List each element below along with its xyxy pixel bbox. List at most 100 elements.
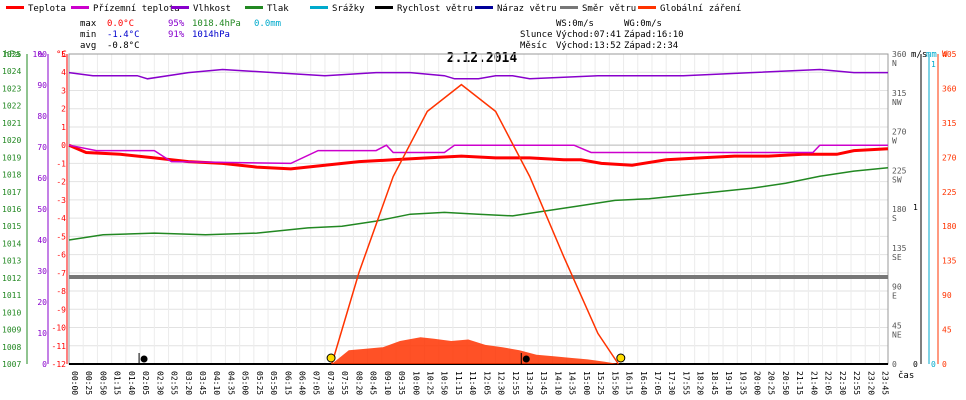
axis-tick-x: 04:10	[212, 371, 221, 395]
legend-label: Tlak	[267, 4, 289, 14]
axis-tick-w: 135	[942, 257, 957, 266]
legend-swatch	[310, 6, 328, 9]
axis-tick-x: 08:45	[369, 371, 378, 395]
axis-unit-hpa: hPa	[4, 50, 20, 60]
axis-tick-humidity: 0	[42, 360, 47, 369]
axis-unit-humidity: %	[38, 50, 44, 60]
axis-tick-hpa: 1015	[2, 222, 21, 231]
axis-tick-direction-label: E	[892, 292, 897, 301]
axis-tick-x: 02:05	[141, 371, 150, 395]
axes: hPa1025102410231022102110201019101810171…	[2, 50, 957, 395]
axis-tick-x: 11:40	[468, 371, 477, 395]
axis-tick-x: 23:45	[880, 371, 889, 395]
axis-unit-w: W	[942, 50, 948, 60]
info-wg: WG:0m/s	[624, 19, 662, 29]
axis-tick-x: 05:25	[255, 371, 264, 395]
axis-tick-temp: 4	[61, 68, 66, 77]
stat-avg-label: avg	[80, 41, 96, 51]
legend-label: Srážky	[332, 4, 365, 14]
axis-tick-x: 17:30	[667, 371, 676, 395]
axis-tick-x: 12:05	[482, 371, 491, 395]
axis-tick-hpa: 1023	[2, 84, 21, 93]
axis-tick-x: 16:15	[625, 371, 634, 395]
axis-tick-temp: -4	[56, 214, 66, 223]
info-sun-rise: Východ:07:41	[556, 30, 621, 40]
stat-min-label: min	[80, 30, 96, 40]
axis-tick-direction-label: NW	[892, 98, 902, 107]
axis-tick-x: 04:35	[226, 371, 235, 395]
sun-marker	[326, 353, 336, 363]
axis-unit-ms: m/s	[911, 50, 927, 60]
axis-unit-mm: mm	[926, 50, 937, 60]
series-line	[68, 68, 888, 80]
axis-tick-direction: 135	[892, 244, 907, 253]
axis-tick-hpa: 1011	[2, 291, 21, 300]
stat-max-rain: 0.0mm	[254, 19, 281, 29]
axis-tick-mm: 1	[931, 60, 936, 69]
series-line	[68, 166, 889, 241]
axis-tick-humidity: 80	[37, 112, 47, 121]
axis-tick-x: 05:00	[241, 371, 250, 395]
legend-swatch	[375, 6, 393, 9]
axis-tick-hpa: 1009	[2, 326, 21, 335]
axis-tick-x: 18:45	[710, 371, 719, 395]
axis-tick-direction: 0	[892, 360, 897, 369]
axis-tick-humidity: 70	[37, 143, 47, 152]
axis-tick-direction: 180	[892, 205, 907, 214]
axis-tick-x: 03:20	[184, 371, 193, 395]
wind-marker	[522, 355, 530, 363]
axis-tick-hpa: 1013	[2, 257, 21, 266]
axis-tick-direction-label: N	[892, 59, 897, 68]
series-line	[68, 144, 888, 165]
axis-tick-hpa: 1016	[2, 205, 21, 214]
axis-tick-temp: -1	[56, 159, 66, 168]
axis-tick-x: 00:50	[98, 371, 107, 395]
legend-swatch	[171, 6, 189, 9]
axis-tick-temp: -8	[56, 287, 66, 296]
info-sun-label: Slunce	[520, 30, 553, 40]
plot-area	[68, 68, 889, 365]
axis-tick-temp: 0	[61, 141, 66, 150]
axis-tick-temp: -3	[56, 196, 66, 205]
axis-tick-temp: 3	[61, 86, 66, 95]
chart-title: 2.12.2014	[447, 51, 518, 66]
axis-tick-direction-label: SE	[892, 253, 902, 262]
axis-tick-x: 12:55	[511, 371, 520, 395]
axis-tick-x: 15:25	[596, 371, 605, 395]
axis-tick-x: 09:35	[397, 371, 406, 395]
legend-label: Směr větru	[582, 4, 636, 14]
series-area	[331, 337, 619, 364]
axis-tick-hpa: 1012	[2, 274, 21, 283]
axis-tick-direction: 270	[892, 128, 907, 137]
axis-tick-x: 21:40	[809, 371, 818, 395]
axis-tick-w: 360	[942, 84, 957, 93]
axis-tick-x: 10:00	[411, 371, 420, 395]
axis-tick-x: 07:30	[326, 371, 335, 395]
stat-max-hum: 95%	[168, 19, 185, 29]
series-line	[331, 83, 620, 365]
axis-tick-temp: -11	[52, 342, 67, 351]
axis-tick-hpa: 1025	[2, 50, 21, 59]
stats-panel: max 0.0°C 95% 1018.4hPa 0.0mm min -1.4°C 91% 101…	[80, 19, 684, 51]
axis-tick-x: 02:55	[170, 371, 179, 395]
axis-tick-x: 13:45	[539, 371, 548, 395]
axis-tick-hpa: 1014	[2, 239, 21, 248]
axis-tick-x: 22:05	[824, 371, 833, 395]
stat-min-press: 1014hPa	[192, 30, 230, 40]
axis-tick-hpa: 1008	[2, 343, 21, 352]
info-ws: WS:0m/s	[556, 19, 594, 29]
axis-tick-x: 20:50	[781, 371, 790, 395]
axis-tick-hpa: 1018	[2, 171, 21, 180]
legend: Teplota Přízemní teplota Vlhkost Tlak Srážky…	[6, 4, 741, 14]
axis-tick-x: 09:10	[383, 371, 392, 395]
axis-tick-x: 05:50	[269, 371, 278, 395]
axis-tick-x: 08:20	[354, 371, 363, 395]
axis-tick-hpa: 1020	[2, 136, 21, 145]
axis-tick-direction: 360	[892, 50, 907, 59]
legend-swatch	[245, 6, 263, 9]
axis-tick-x: 06:15	[283, 371, 292, 395]
axis-tick-humidity: 100	[33, 50, 48, 59]
axis-tick-x: 11:15	[454, 371, 463, 395]
stat-avg-temp: -0.8°C	[107, 41, 140, 51]
